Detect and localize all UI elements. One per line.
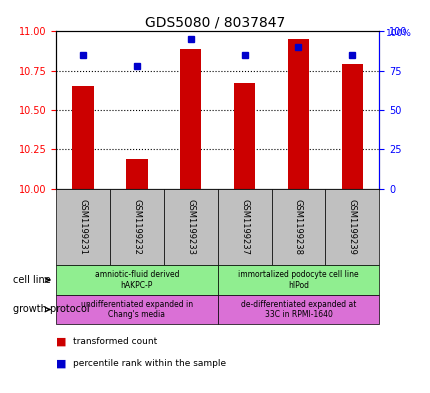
- Text: GSM1199232: GSM1199232: [132, 199, 141, 255]
- Text: ■: ■: [56, 337, 66, 347]
- Text: de-differentiated expanded at
33C in RPMI-1640: de-differentiated expanded at 33C in RPM…: [240, 300, 355, 319]
- Text: immortalized podocyte cell line
hIPod: immortalized podocyte cell line hIPod: [238, 270, 358, 290]
- Text: percentile rank within the sample: percentile rank within the sample: [73, 359, 226, 368]
- Text: amniotic-fluid derived
hAKPC-P: amniotic-fluid derived hAKPC-P: [94, 270, 179, 290]
- Bar: [180, 49, 201, 189]
- Text: GSM1199237: GSM1199237: [240, 199, 249, 255]
- Text: GDS5080 / 8037847: GDS5080 / 8037847: [145, 16, 285, 30]
- Text: undifferentiated expanded in
Chang's media: undifferentiated expanded in Chang's med…: [80, 300, 193, 319]
- Text: growth protocol: growth protocol: [13, 305, 89, 314]
- Text: ■: ■: [56, 358, 66, 369]
- Text: 100%: 100%: [385, 29, 411, 39]
- Text: GSM1199233: GSM1199233: [186, 199, 195, 255]
- Bar: [287, 39, 309, 189]
- Bar: [72, 86, 94, 189]
- Text: GSM1199231: GSM1199231: [78, 199, 87, 255]
- Text: GSM1199238: GSM1199238: [293, 199, 302, 255]
- Text: GSM1199239: GSM1199239: [347, 199, 356, 255]
- Bar: [233, 83, 255, 189]
- Bar: [126, 159, 147, 189]
- Text: transformed count: transformed count: [73, 338, 157, 346]
- Bar: [341, 64, 362, 189]
- Text: cell line: cell line: [13, 275, 51, 285]
